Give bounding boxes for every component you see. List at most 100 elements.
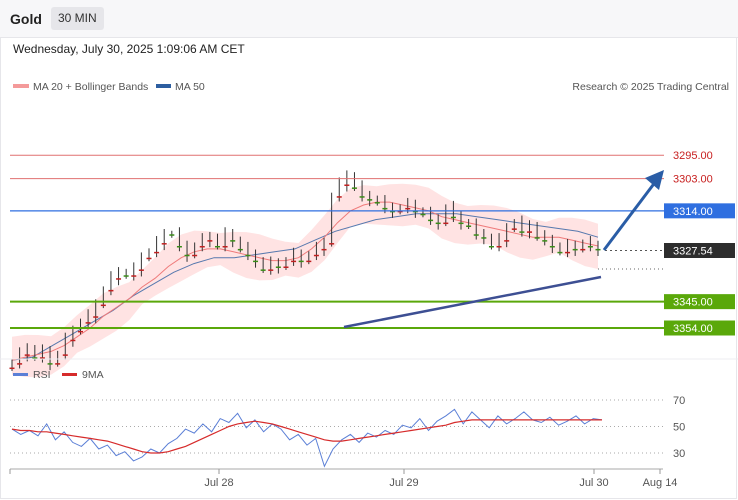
- ma50-legend-label: MA 50: [175, 81, 205, 93]
- instrument-title: Gold: [10, 11, 42, 27]
- bollinger-bands: [12, 183, 598, 378]
- candle-body: [9, 367, 15, 370]
- candle-body: [268, 269, 274, 271]
- candle-body: [306, 260, 312, 263]
- candle-body: [24, 354, 30, 356]
- candle-body: [291, 260, 297, 263]
- candle-body: [527, 231, 533, 233]
- candle-body: [313, 254, 319, 257]
- level-price-tag: [664, 243, 735, 258]
- candle-body: [344, 184, 350, 186]
- target-arrow-shaft: [602, 180, 658, 251]
- candle-body: [85, 322, 91, 324]
- target-arrow-head: [645, 170, 664, 190]
- bollinger-band-area: [12, 183, 598, 378]
- level-price-tag: [664, 294, 735, 310]
- ma50-legend-swatch: [156, 84, 171, 88]
- candle-body: [154, 251, 160, 254]
- candle-body: [420, 213, 426, 216]
- candle-body: [412, 210, 418, 213]
- candle-body: [351, 187, 357, 189]
- candle-body: [275, 266, 281, 268]
- credit-label: Research © 2025 Trading Central: [572, 81, 729, 93]
- candle-body: [93, 316, 99, 318]
- x-tick-label: Jul 28: [204, 477, 233, 489]
- candle-body: [595, 248, 601, 251]
- candle-body: [542, 240, 548, 242]
- candlesticks: [9, 170, 601, 372]
- candle-body: [557, 251, 563, 254]
- candle-body: [222, 245, 228, 248]
- x-tick-label: Jul 30: [579, 477, 608, 489]
- candle-body: [116, 278, 122, 280]
- level-price-label: 3345.00: [673, 297, 713, 309]
- candle-body: [146, 257, 152, 260]
- uptrend-line: [343, 275, 602, 329]
- candle-body: [519, 231, 525, 233]
- chart-frame: [0, 37, 737, 499]
- candle-body: [214, 245, 220, 248]
- rsi-ma-legend-swatch: [62, 373, 77, 376]
- candle-body: [77, 330, 83, 333]
- top-bar: Gold 30 MIN: [0, 0, 738, 38]
- candle-body: [260, 269, 266, 271]
- ma20-legend-swatch: [13, 84, 29, 88]
- candle-body: [496, 245, 502, 248]
- candle-body: [504, 240, 510, 242]
- candle-body: [47, 363, 53, 365]
- candle-body: [131, 275, 137, 277]
- candle-body: [458, 222, 464, 225]
- candle-body: [450, 216, 456, 219]
- candle-body: [138, 269, 144, 271]
- candle-body: [382, 207, 388, 210]
- candle-body: [428, 219, 434, 222]
- candle-body: [230, 240, 236, 242]
- candle-body: [565, 251, 571, 254]
- timeframe-selector[interactable]: 30 MIN: [51, 7, 104, 30]
- candle-body: [466, 225, 472, 227]
- level-price-label: 3354.00: [673, 323, 713, 335]
- ma20-polyline: [11, 201, 599, 361]
- rsi-line: [11, 408, 603, 468]
- level-price-label: 3327.54: [673, 246, 713, 258]
- candle-body: [237, 248, 243, 251]
- candle-body: [321, 248, 327, 251]
- candle-body: [405, 207, 411, 210]
- rsi-legend-label: RSI: [33, 369, 51, 381]
- candle-body: [443, 222, 449, 225]
- candle-body: [100, 304, 106, 307]
- candle-body: [253, 260, 259, 263]
- candle-body: [70, 339, 76, 342]
- candle-body: [192, 254, 198, 257]
- rsi-ma-line: [11, 419, 602, 454]
- candle-body: [511, 228, 517, 230]
- candle-body: [108, 289, 114, 292]
- level-price-label: 3303.00: [673, 174, 713, 186]
- candle-body: [367, 199, 373, 201]
- candle-body: [329, 243, 335, 245]
- x-tick-label: Aug 14: [643, 477, 678, 489]
- price-levels: 3354.00 3345.00 3327.54 3314.00 3303.00 3295.…: [10, 150, 735, 336]
- candle-body: [62, 354, 68, 356]
- rsi-legend-swatch: [13, 373, 28, 376]
- candle-body: [397, 210, 403, 213]
- rsi-tick-label: 30: [673, 448, 685, 460]
- candle-body: [199, 245, 205, 248]
- candle-body: [283, 266, 289, 268]
- candle-body: [32, 357, 38, 359]
- timestamp: Wednesday, July 30, 2025 1:09:06 AM CET: [13, 42, 245, 56]
- candle-body: [336, 196, 342, 198]
- candle-body: [161, 243, 167, 245]
- candle-body: [473, 234, 479, 236]
- level-price-tag: [664, 320, 735, 336]
- x-tick-label: Jul 29: [389, 477, 418, 489]
- candle-body: [39, 357, 45, 359]
- candle-body: [435, 222, 441, 225]
- x-axis-ticks: Jul 28 Jul 29 Jul 30 Aug 14: [9, 469, 678, 489]
- candle-body: [207, 240, 213, 242]
- ma20-line: [11, 201, 599, 361]
- candle-body: [17, 363, 23, 365]
- candle-body: [587, 245, 593, 248]
- candle-body: [359, 196, 365, 198]
